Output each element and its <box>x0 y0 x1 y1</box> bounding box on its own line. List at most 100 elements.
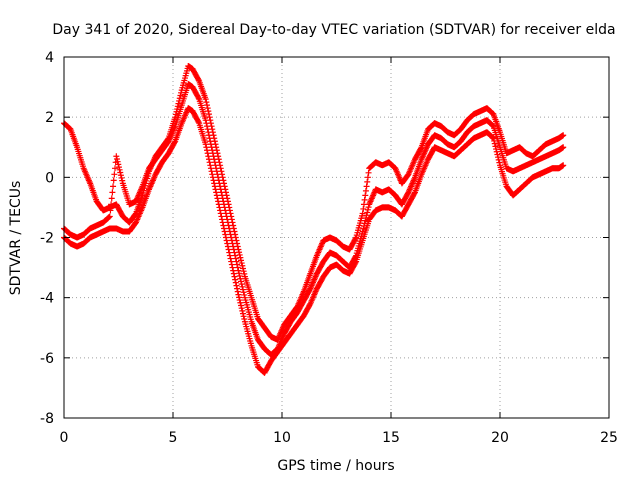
data-point <box>221 228 228 235</box>
data-point <box>230 267 237 274</box>
data-point <box>365 204 372 211</box>
data-point <box>239 265 246 272</box>
data-point <box>174 103 181 110</box>
data-point <box>365 169 372 176</box>
data-point <box>228 234 235 241</box>
data-point <box>364 174 371 181</box>
y-tick-label: -8 <box>40 411 54 427</box>
y-axis-label: SDTVAR / TECUs <box>8 181 24 296</box>
data-point <box>494 151 501 158</box>
data-point <box>230 246 237 253</box>
data-point <box>352 235 359 242</box>
data-point <box>117 169 124 176</box>
data-point <box>202 117 209 124</box>
x-axis-label: GPS time / hours <box>277 458 394 474</box>
data-point <box>492 143 499 150</box>
data-point <box>207 138 214 145</box>
data-point <box>220 222 227 229</box>
y-tick-label: -6 <box>40 351 54 367</box>
data-point <box>205 111 212 118</box>
x-tick-label: 0 <box>60 430 69 446</box>
data-point <box>239 283 246 290</box>
axis-ticks: 0 5 10 15 20 25 -8 -6 -4 -2 0 2 4 <box>40 50 618 446</box>
data-point <box>108 195 115 202</box>
data-point <box>210 153 217 160</box>
data-point <box>110 177 117 184</box>
data-point <box>114 158 121 165</box>
data-point <box>495 154 502 161</box>
x-tick-label: 25 <box>600 430 618 446</box>
data-point <box>108 201 115 208</box>
data-point <box>221 225 228 232</box>
data-point <box>106 213 113 220</box>
x-tick-label: 5 <box>169 430 178 446</box>
data-point <box>223 237 230 244</box>
data-point <box>239 262 246 269</box>
data-point <box>117 172 124 179</box>
data-point <box>491 140 498 147</box>
data-point <box>236 270 243 277</box>
data-point <box>214 195 221 202</box>
data-point <box>208 168 215 175</box>
data-point <box>231 249 238 256</box>
data-point <box>495 156 502 163</box>
data-point <box>207 165 214 172</box>
data-point <box>206 159 213 166</box>
data-point <box>209 171 216 178</box>
data-point <box>207 162 214 169</box>
data-point <box>238 302 245 309</box>
data-point <box>226 249 233 256</box>
data-point <box>234 261 241 268</box>
data-point <box>489 134 496 141</box>
data-point <box>211 183 218 190</box>
grid <box>64 57 609 418</box>
data-point <box>496 159 503 166</box>
data-point <box>489 134 496 141</box>
data-point <box>205 108 212 115</box>
data-point <box>230 243 237 250</box>
data-point <box>195 94 202 101</box>
data-point <box>223 213 230 220</box>
data-point <box>232 279 239 286</box>
data-point <box>226 252 233 259</box>
data-point <box>211 180 218 187</box>
data-point <box>105 214 112 221</box>
data-point <box>235 291 242 298</box>
data-point <box>228 237 235 244</box>
data-point <box>215 174 222 181</box>
data-point <box>234 288 241 295</box>
data-point <box>219 216 226 223</box>
data-point <box>239 307 246 314</box>
data-point <box>360 205 367 212</box>
data-point <box>362 192 369 199</box>
data-point <box>404 190 411 197</box>
data-point <box>204 105 211 112</box>
y-tick-label: 2 <box>45 110 54 126</box>
data-point <box>209 150 216 157</box>
x-tick-label: 20 <box>491 430 509 446</box>
data-point <box>359 210 366 217</box>
data-point <box>219 219 226 226</box>
data-point <box>235 267 242 274</box>
data-point <box>177 92 184 99</box>
data-point <box>238 257 245 264</box>
data-point <box>417 145 424 152</box>
data-point <box>234 264 241 271</box>
data-point <box>222 234 229 241</box>
data-points <box>61 63 567 376</box>
data-point <box>208 144 215 151</box>
data-point <box>203 99 210 106</box>
data-point <box>116 166 123 173</box>
data-point <box>113 155 120 162</box>
data-point <box>229 264 236 271</box>
data-point <box>110 183 117 190</box>
data-point <box>411 190 418 197</box>
data-point <box>218 189 225 196</box>
data-point <box>203 144 210 151</box>
data-point <box>232 276 239 283</box>
y-tick-label: 0 <box>45 170 54 186</box>
data-point <box>238 260 245 267</box>
data-point <box>489 122 496 129</box>
data-point <box>214 171 221 178</box>
